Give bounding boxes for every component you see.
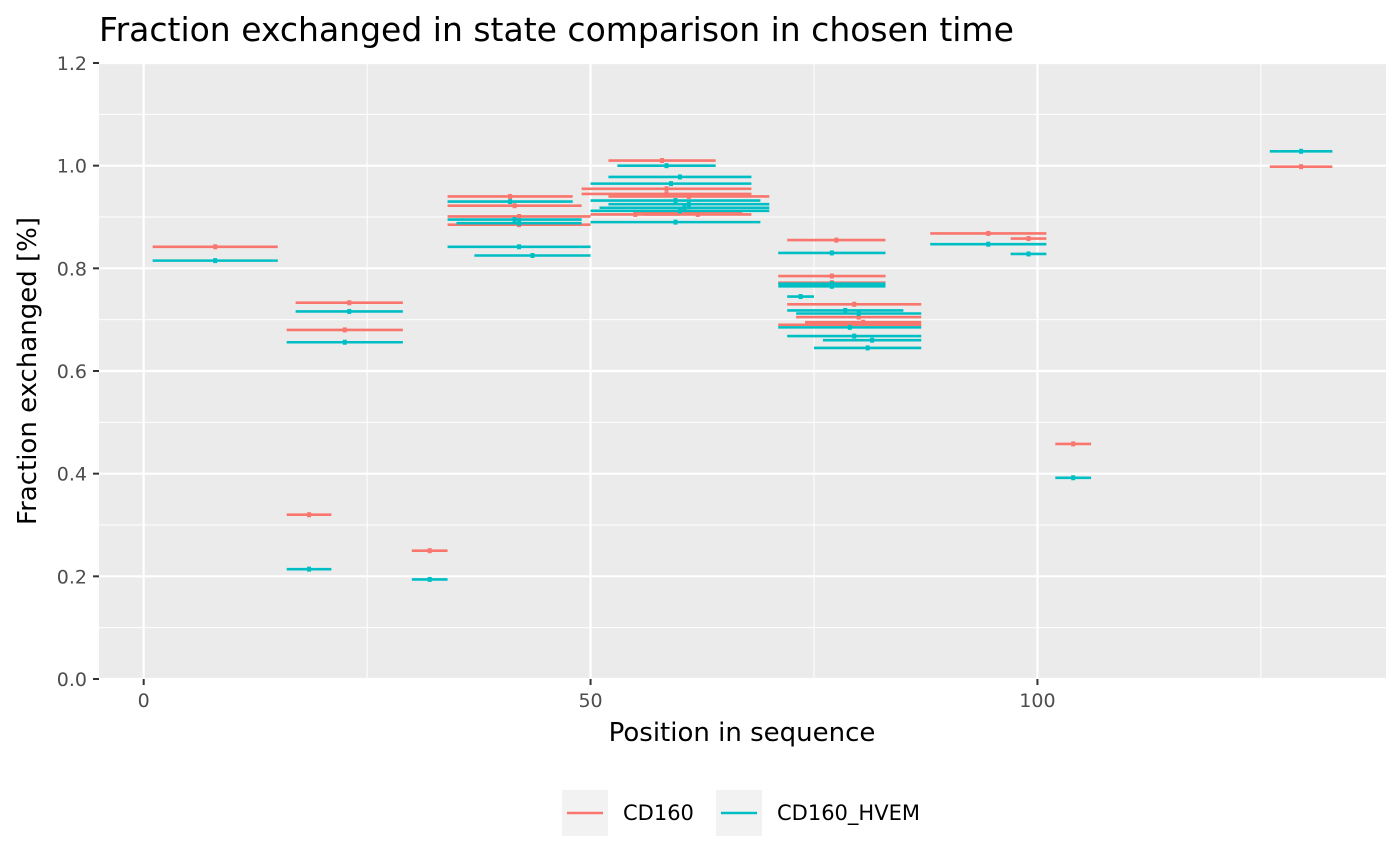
point: [660, 158, 665, 164]
x-tick-label: 100: [1019, 690, 1055, 712]
point: [347, 300, 352, 306]
point: [677, 174, 682, 180]
point: [508, 193, 513, 199]
point: [508, 199, 513, 205]
point: [517, 244, 522, 250]
series-CD160_HVEM: [152, 148, 1333, 582]
y-axis: 0.0 0.2 0.4 0.6 0.8 1.0 1.2: [57, 53, 99, 691]
legend: CD160 CD160_HVEM: [562, 790, 920, 836]
point: [307, 512, 312, 518]
legend-label: CD160: [623, 801, 694, 825]
point: [664, 186, 669, 192]
point: [673, 198, 678, 204]
point: [1026, 251, 1031, 257]
point: [213, 258, 218, 264]
point: [861, 319, 866, 325]
point: [1071, 475, 1076, 481]
point: [695, 211, 700, 217]
point: [342, 327, 347, 333]
point: [512, 217, 517, 223]
y-tick-label: 0.0: [57, 669, 87, 691]
point: [427, 576, 432, 582]
point: [843, 307, 848, 313]
point: [852, 333, 857, 339]
point: [307, 566, 312, 572]
point: [829, 273, 834, 279]
point: [1026, 236, 1031, 242]
point: [986, 230, 991, 236]
point: [682, 205, 687, 211]
point: [530, 253, 535, 258]
y-tick-label: 0.2: [57, 566, 87, 588]
x-tick-label: 0: [138, 690, 150, 712]
y-tick-label: 0.8: [57, 258, 87, 280]
point: [847, 324, 852, 330]
point: [213, 244, 218, 250]
point: [829, 283, 834, 289]
y-tick-label: 1.2: [57, 53, 87, 75]
x-tick-label: 50: [578, 690, 602, 712]
chart-title: Fraction exchanged in state comparison i…: [99, 10, 1014, 49]
point: [512, 203, 517, 209]
point: [664, 191, 669, 197]
point: [664, 163, 669, 169]
point: [1071, 441, 1076, 447]
point: [347, 308, 352, 314]
point: [342, 339, 347, 345]
y-tick-label: 0.6: [57, 361, 87, 383]
point: [677, 208, 682, 214]
y-axis-title: Fraction exchanged [%]: [13, 217, 43, 525]
plot-panel: [99, 61, 1386, 681]
legend-label: CD160_HVEM: [777, 801, 920, 826]
point: [856, 314, 861, 320]
point: [427, 548, 432, 554]
x-axis-title: Position in sequence: [609, 718, 876, 748]
legend-item: CD160_HVEM: [716, 790, 920, 836]
point: [686, 201, 691, 207]
point: [856, 311, 861, 317]
point: [986, 241, 991, 247]
point: [1299, 148, 1304, 154]
point: [633, 211, 638, 217]
x-axis: 0 50 100: [138, 679, 1056, 712]
point: [852, 301, 857, 307]
point: [798, 294, 803, 300]
point: [669, 181, 673, 187]
point: [847, 322, 852, 328]
point: [673, 219, 678, 225]
legend-item: CD160: [562, 790, 694, 836]
point: [865, 345, 870, 351]
y-tick-label: 1.0: [57, 156, 87, 178]
y-tick-label: 0.4: [57, 464, 87, 486]
point: [1299, 164, 1304, 170]
point: [517, 220, 522, 226]
point: [829, 281, 834, 287]
point: [870, 337, 875, 343]
point: [834, 237, 839, 243]
point: [517, 213, 522, 219]
point: [686, 193, 691, 199]
point: [829, 250, 834, 256]
